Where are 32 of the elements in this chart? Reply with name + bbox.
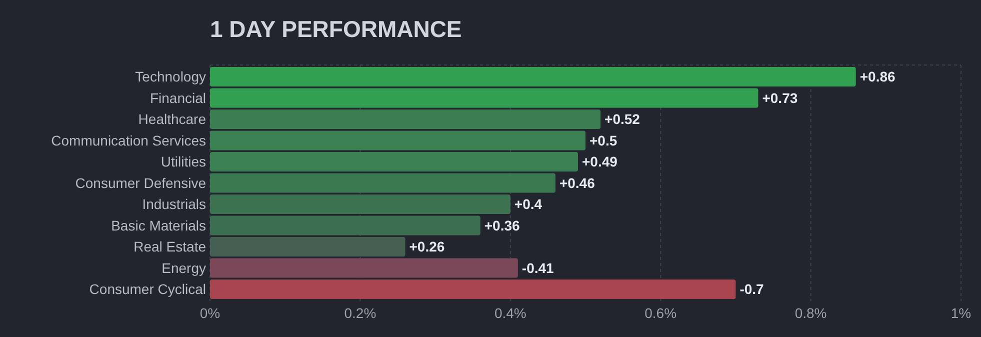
x-tick-label: 0.6% [644, 305, 677, 321]
data-label: -0.41 [522, 260, 554, 276]
x-tick-label: 0.2% [344, 305, 376, 321]
data-label: +0.86 [860, 68, 896, 85]
y-tick-label: Communication Services [51, 132, 206, 148]
y-tick-label: Technology [135, 68, 206, 85]
y-tick-label: Healthcare [138, 111, 206, 128]
y-tick-label: Real Estate [134, 238, 206, 255]
data-label: +0.36 [484, 217, 520, 234]
data-label: +0.4 [514, 196, 542, 212]
y-tick-label: Consumer Cyclical [89, 281, 206, 298]
y-tick-label: Basic Materials [111, 217, 206, 234]
data-label: +0.52 [604, 111, 640, 128]
data-label: +0.26 [409, 238, 445, 255]
y-tick-label: Financial [150, 90, 206, 106]
data-label: +0.46 [559, 174, 596, 191]
data-label: +0.73 [762, 90, 798, 106]
x-tick-label: 0.8% [794, 305, 827, 321]
y-tick-label: Utilities [160, 154, 206, 170]
x-tick-label: 0.4% [494, 305, 526, 321]
bar [210, 236, 406, 257]
data-label: -0.7 [740, 281, 764, 298]
x-tick-label: 1% [950, 305, 972, 321]
bar [210, 279, 736, 299]
x-tick-label: 0% [200, 305, 220, 321]
chart-title: 1 DAY PERFORMANCE [210, 16, 462, 42]
y-tick-label: Industrials [142, 196, 206, 212]
y-tick-label: Consumer Defensive [75, 174, 206, 191]
data-label: +0.49 [582, 154, 618, 170]
data-label: +0.5 [590, 132, 618, 148]
bar [210, 258, 518, 278]
y-tick-label: Energy [162, 260, 206, 276]
